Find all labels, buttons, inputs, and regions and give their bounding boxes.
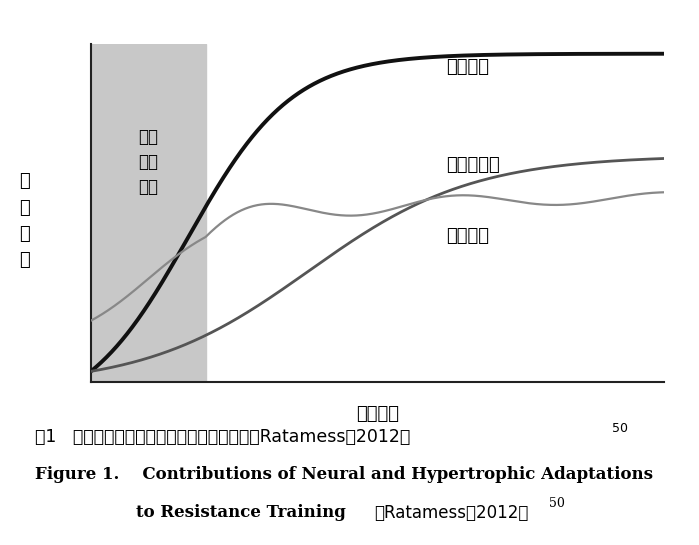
Text: 50: 50 (549, 497, 565, 510)
Text: 多数
训练
研究: 多数 训练 研究 (138, 128, 158, 196)
Text: 神经因素: 神经因素 (446, 227, 489, 245)
Text: 50: 50 (612, 422, 628, 435)
Text: 肌肉力量: 肌肉力量 (446, 58, 489, 76)
Text: 图1   神经和肌肉肥大适应对力量训练的贡献（Ratamess，2012）: 图1 神经和肌肉肥大适应对力量训练的贡献（Ratamess，2012） (35, 428, 410, 446)
Text: Figure 1.    Contributions of Neural and Hypertrophic Adaptations: Figure 1. Contributions of Neural and Hy… (35, 466, 653, 483)
Text: 训
练
适
应: 训 练 适 应 (19, 172, 30, 269)
Bar (91, 44, 206, 382)
Text: to Resistance Training: to Resistance Training (136, 504, 346, 521)
Text: 肌纤维肥大: 肌纤维肥大 (446, 156, 500, 174)
Text: 训练时间: 训练时间 (356, 405, 399, 423)
Text: （Ratamess，2012）: （Ratamess，2012） (374, 504, 528, 522)
